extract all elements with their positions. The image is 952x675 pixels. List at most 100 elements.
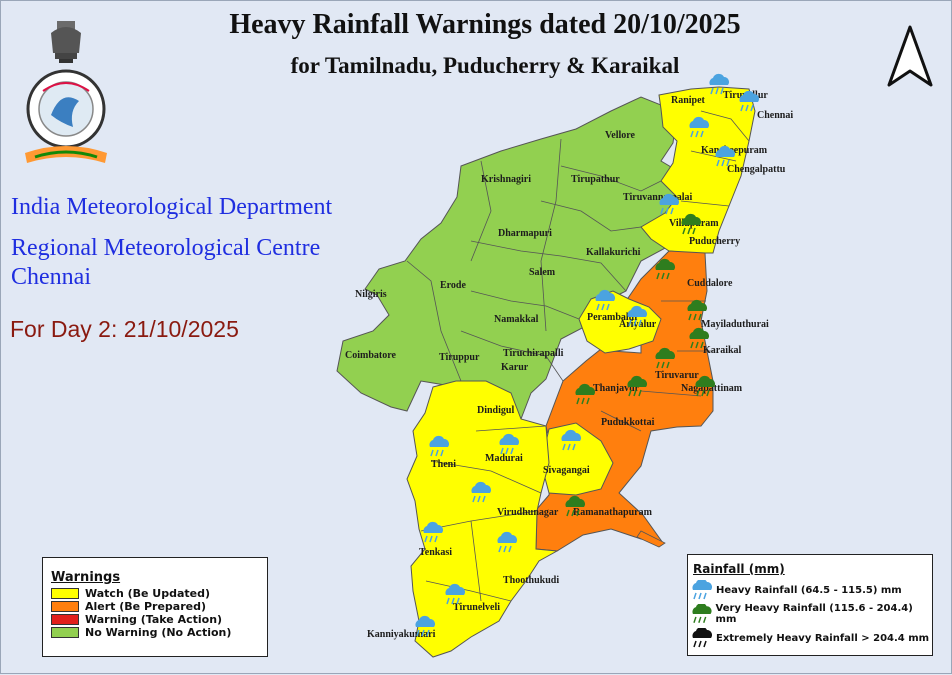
district-label: Kallakurichi [586, 247, 641, 258]
district-label: Krishnagiri [481, 174, 531, 185]
legend-label: Alert (Be Prepared) [85, 600, 206, 613]
imd-logo-emblem [25, 21, 107, 163]
rain-cloud-green-icon [655, 347, 676, 369]
rain-cloud-blue-icon [415, 615, 435, 637]
district-label: Ramanathapuram [573, 507, 653, 518]
district-label: Cuddalore [687, 278, 733, 289]
district-label: Tiruvannamalai [623, 192, 692, 203]
rainfall-legend-item: Extremely Heavy Rainfall > 204.4 mm [692, 626, 932, 650]
district-label: Theni [431, 459, 456, 470]
rain-cloud-green-icon [692, 604, 712, 624]
district-label: Madurai [485, 453, 523, 464]
district-label: Kanniyakumari [367, 629, 436, 640]
rain-cloud-green-icon [565, 495, 585, 517]
district-label: Tenkasi [419, 547, 452, 558]
district-label: Tiruppur [439, 352, 480, 363]
legend-label: Warning (Take Action) [85, 613, 223, 626]
rainfall-legend-item: Heavy Rainfall (64.5 - 115.5) mm [692, 578, 932, 602]
rain-cloud-green-icon [655, 258, 676, 280]
district-label: Perambalur [587, 312, 639, 323]
district-label: Tirupathur [571, 174, 620, 185]
rainfall-legend-title: Rainfall (mm) [693, 562, 785, 576]
rain-cloud-blue-icon [689, 116, 710, 138]
rain-cloud-blue-icon [423, 521, 444, 543]
legend-label: Watch (Be Updated) [85, 587, 211, 600]
warnings-legend: Warnings Watch (Be Updated) Alert (Be Pre… [42, 557, 268, 657]
district-label: Thanjavur [593, 383, 640, 394]
warnings-legend-item: Alert (Be Prepared) [51, 600, 267, 613]
north-arrow-icon [887, 25, 933, 87]
district-label: Nagapattinam [681, 383, 743, 394]
warnings-legend-item: Watch (Be Updated) [51, 587, 267, 600]
district-label: Kancheepuram [701, 145, 768, 156]
rain-cloud-blue-icon [497, 531, 518, 553]
rainfall-legend-label: Heavy Rainfall (64.5 - 115.5) mm [716, 584, 902, 596]
legend-swatch [51, 601, 79, 612]
district-label: Tiruchirapalli [503, 348, 564, 359]
rameswaram-island [636, 530, 666, 548]
district-label: Tirunelveli [453, 602, 500, 613]
rain-cloud-green-icon [689, 327, 710, 349]
district-label: Dharmapuri [498, 228, 552, 239]
map-title: Heavy Rainfall Warnings dated 20/10/2025 [229, 9, 741, 40]
district-label: Mayiladuthurai [701, 319, 769, 330]
district-label: Nilgiris [355, 289, 387, 300]
district-label: Sivagangai [543, 465, 590, 476]
rain-cloud-green-icon [687, 299, 708, 321]
rain-cloud-blue-icon [429, 435, 450, 457]
district-label: Ariyalur [619, 319, 657, 330]
rain-cloud-blue-icon [627, 305, 648, 327]
rainfall-legend-item: Very Heavy Rainfall (115.6 - 204.4) mm [692, 602, 932, 626]
forecast-day-label: For Day 2: 21/10/2025 [10, 316, 239, 342]
rain-cloud-blue-icon [692, 580, 712, 600]
district-label: Erode [440, 280, 466, 291]
rain-cloud-blue-icon [595, 289, 615, 311]
district-label: Coimbatore [345, 350, 396, 361]
district-label: Pudukkottai [601, 417, 655, 428]
rain-cloud-green-icon [695, 375, 716, 397]
rain-cloud-blue-icon [739, 90, 760, 112]
region-watch-perambalur [578, 290, 662, 354]
rain-cloud-blue-icon [709, 73, 730, 95]
rain-cloud-green-icon [575, 383, 595, 405]
warnings-legend-title: Warnings [51, 570, 121, 585]
district-label: Chennai [757, 110, 793, 121]
rain-cloud-black-icon [692, 628, 712, 648]
district-label: Salem [529, 267, 556, 278]
rain-cloud-blue-icon [692, 580, 712, 600]
district-label: Ranipet [671, 95, 706, 106]
rain-cloud-black-icon [692, 628, 712, 648]
org-city: Chennai [11, 264, 91, 290]
district-label: Thoothukudi [503, 575, 559, 586]
rainfall-legend: Rainfall (mm) Heavy Rainfall (64.5 - 115… [687, 554, 933, 656]
rain-cloud-blue-icon [561, 429, 581, 451]
rain-cloud-green-icon [681, 213, 702, 235]
legend-swatch [51, 627, 79, 638]
district-label: Namakkal [494, 314, 539, 325]
rain-cloud-blue-icon [471, 481, 491, 503]
district-label: Vellore [605, 130, 636, 141]
district-label: Dindigul [477, 405, 514, 416]
warnings-legend-item: Warning (Take Action) [51, 613, 267, 626]
legend-label: No Warning (No Action) [85, 626, 232, 639]
rain-cloud-green-icon [627, 375, 648, 397]
org-name: India Meteorological Department [11, 194, 333, 220]
district-label: Puducherry [689, 236, 740, 247]
rain-cloud-blue-icon [659, 193, 679, 215]
rain-cloud-blue-icon [715, 145, 736, 167]
district-label: Karur [501, 362, 529, 373]
rain-cloud-blue-icon [499, 433, 519, 455]
warnings-legend-item: No Warning (No Action) [51, 626, 267, 639]
rain-cloud-green-icon [692, 604, 712, 624]
org-regional-centre: Regional Meteorological Centre [11, 235, 321, 261]
rain-cloud-blue-icon [445, 583, 465, 605]
district-label: Chengalpattu [727, 164, 786, 175]
map-subtitle: for Tamilnadu, Puducherry & Karaikal [290, 53, 680, 78]
legend-swatch [51, 614, 79, 625]
district-label: Virudhunagar [497, 507, 559, 518]
rainfall-legend-label: Very Heavy Rainfall (115.6 - 204.4) mm [715, 603, 913, 625]
district-label: Tiruvarur [655, 370, 699, 381]
legend-swatch [51, 588, 79, 599]
district-label: Karaikal [703, 345, 742, 356]
